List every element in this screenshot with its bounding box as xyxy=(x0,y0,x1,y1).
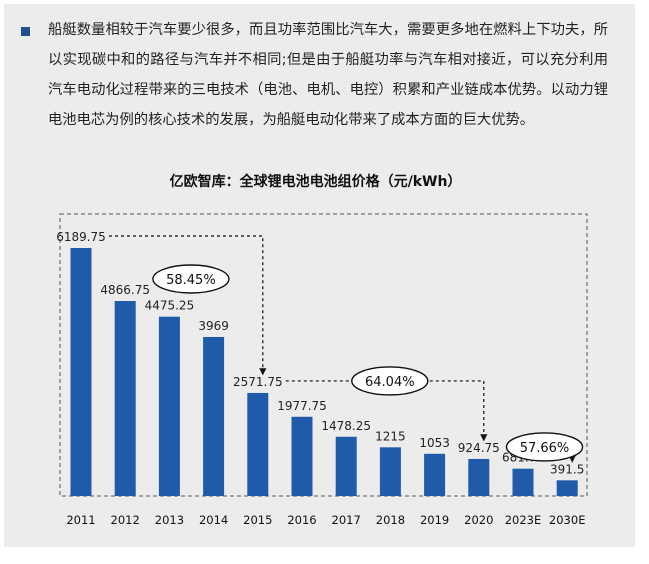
bar-2016 xyxy=(291,416,313,496)
data-label-2012: 4866.75 xyxy=(100,283,150,297)
annotation-bubble-3 xyxy=(505,432,584,462)
annotation-bubble-2 xyxy=(351,366,429,396)
bar-2017 xyxy=(335,436,357,496)
body-paragraph: 船艇数量相较于汽车要少很多，而且功率范围比汽车大，需要更多地在燃料上下功夫，所以… xyxy=(48,22,608,128)
data-label-2018: 1215 xyxy=(375,429,406,443)
x-tick-2019: 2019 xyxy=(420,513,449,527)
bar-2030E xyxy=(556,480,578,496)
data-label-2014: 3969 xyxy=(198,319,229,333)
data-label-2030E: 391.5 xyxy=(550,462,584,476)
x-tick-2013: 2013 xyxy=(155,513,184,527)
x-tick-2017: 2017 xyxy=(332,513,361,527)
bar-2023E xyxy=(512,468,534,496)
plot-frame xyxy=(59,213,588,497)
bar-2011 xyxy=(70,248,92,496)
data-label-2013: 4475.25 xyxy=(145,299,195,313)
data-label-2016: 1977.75 xyxy=(277,399,327,413)
data-label-2015: 2571.75 xyxy=(233,375,283,389)
bar-2020 xyxy=(468,458,490,496)
x-tick-2018: 2018 xyxy=(376,513,405,527)
annotation-label-1: 58.45% xyxy=(166,273,216,288)
x-tick-2015: 2015 xyxy=(243,513,272,527)
bullet-square-icon xyxy=(21,27,30,36)
annotation-label-3: 57.66% xyxy=(520,441,570,456)
x-tick-2020: 2020 xyxy=(464,513,493,527)
bar-2015 xyxy=(247,392,269,496)
bar-2014 xyxy=(203,336,225,496)
bar-2018 xyxy=(379,447,401,496)
bar-2013 xyxy=(158,316,180,496)
bar-2012 xyxy=(114,301,136,496)
data-label-2017: 1478.25 xyxy=(321,419,371,433)
x-tick-2014: 2014 xyxy=(199,513,228,527)
data-label-2011: 6189.75 xyxy=(56,230,106,244)
x-tick-2012: 2012 xyxy=(111,513,140,527)
x-tick-2016: 2016 xyxy=(287,513,316,527)
x-tick-2030E: 2030E xyxy=(549,513,586,527)
chart-title: 亿欧智库：全球锂电池电池组价格（元/kWh） xyxy=(169,174,462,190)
annotation-label-2: 64.04% xyxy=(365,375,415,390)
x-tick-2011: 2011 xyxy=(66,513,95,527)
x-tick-2023E: 2023E xyxy=(505,513,542,527)
bar-2019 xyxy=(424,453,446,496)
annotation-bubble-1 xyxy=(152,264,230,294)
data-label-2019: 1053 xyxy=(419,436,450,450)
data-label-2020: 924.75 xyxy=(458,441,500,455)
